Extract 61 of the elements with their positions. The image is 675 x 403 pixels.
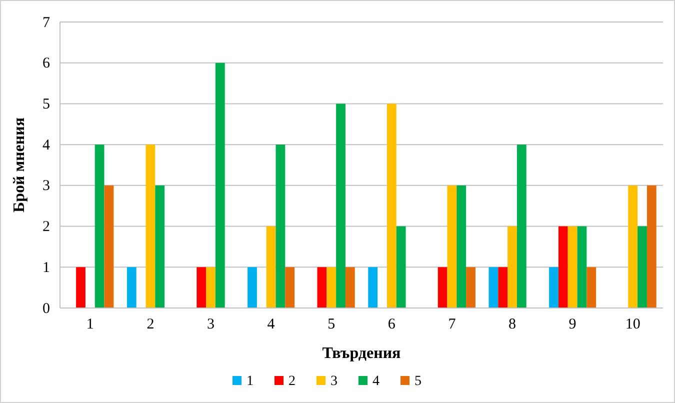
legend-label: 3 xyxy=(330,374,338,389)
bar xyxy=(508,226,517,308)
x-tick-label: 10 xyxy=(625,316,640,333)
x-tick-label: 2 xyxy=(146,316,154,333)
bar xyxy=(586,267,596,308)
bar xyxy=(76,267,86,308)
bar xyxy=(94,144,104,308)
bar xyxy=(155,185,165,308)
bar xyxy=(646,185,656,308)
y-tick-label: 2 xyxy=(42,219,50,236)
y-tick-label: 7 xyxy=(42,14,50,31)
bar xyxy=(447,185,457,308)
bar xyxy=(516,144,526,308)
bar xyxy=(104,185,114,308)
x-tick-label: 1 xyxy=(86,316,94,333)
bar xyxy=(248,267,257,308)
bar xyxy=(498,267,508,308)
x-axis-title: Твърдения xyxy=(322,345,402,362)
legend-label: 4 xyxy=(372,374,380,389)
y-tick-label: 1 xyxy=(42,260,50,276)
y-tick-label: 0 xyxy=(42,300,50,317)
y-axis-title: Брой мнения xyxy=(11,117,28,213)
x-tick-label: 4 xyxy=(267,316,276,333)
bar xyxy=(266,226,276,308)
bar xyxy=(336,104,346,308)
legend-label: 5 xyxy=(414,374,422,389)
bar xyxy=(196,267,206,308)
bar xyxy=(628,185,638,308)
bar xyxy=(317,267,327,308)
legend-label: 1 xyxy=(246,374,254,389)
x-tick-label: 6 xyxy=(388,316,396,333)
bar xyxy=(568,226,578,308)
y-tick-label: 5 xyxy=(42,96,50,113)
bar xyxy=(326,267,336,308)
x-tick-label: 5 xyxy=(328,316,336,333)
bar xyxy=(466,267,476,308)
bar xyxy=(126,267,136,308)
bar xyxy=(146,144,156,308)
bar xyxy=(438,267,448,308)
x-tick-label: 9 xyxy=(568,316,576,333)
bar xyxy=(638,226,647,308)
y-tick-label: 6 xyxy=(42,56,50,72)
bar xyxy=(558,226,568,308)
bar xyxy=(345,267,355,308)
x-tick-label: 7 xyxy=(448,316,456,333)
y-tick-label: 4 xyxy=(42,137,50,154)
bar xyxy=(215,62,225,308)
bar xyxy=(577,226,587,308)
bar xyxy=(549,267,558,308)
x-tick-label: 8 xyxy=(508,316,516,333)
bar xyxy=(386,104,396,308)
y-tick-label: 3 xyxy=(42,178,50,194)
bar xyxy=(368,267,378,308)
x-tick-label: 3 xyxy=(207,316,214,333)
bar xyxy=(206,267,216,308)
legend-label: 2 xyxy=(288,374,296,389)
bar xyxy=(276,144,286,308)
bar xyxy=(396,226,406,308)
bar xyxy=(285,267,295,308)
bar xyxy=(456,185,466,308)
bar xyxy=(488,267,498,308)
